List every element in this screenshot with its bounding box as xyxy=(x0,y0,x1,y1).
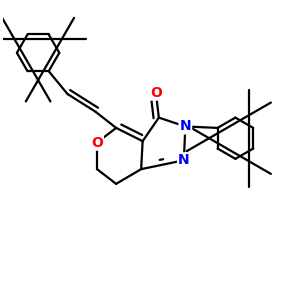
Text: O: O xyxy=(150,85,162,100)
Text: N: N xyxy=(178,153,190,167)
Text: O: O xyxy=(91,136,103,150)
Text: N: N xyxy=(179,119,191,134)
